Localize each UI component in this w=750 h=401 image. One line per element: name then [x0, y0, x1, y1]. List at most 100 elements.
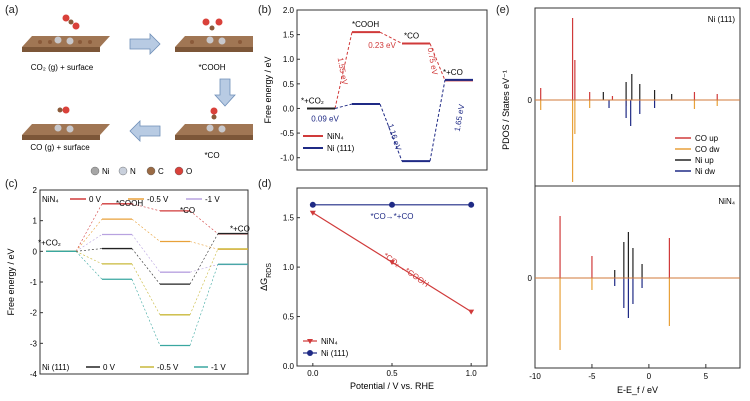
y-tick-label: 1.5: [283, 214, 295, 223]
legend-label: -0.5 V: [157, 363, 179, 372]
y-axis-label: Free energy / eV: [263, 56, 273, 123]
plot-frame: [296, 9, 488, 171]
state-label: *+CO: [443, 68, 463, 77]
state-label: *COOH: [352, 20, 379, 29]
legend-title: NiN₄: [42, 195, 59, 204]
energy-connector: [75, 203, 103, 252]
x-tick-label: 5: [704, 372, 709, 381]
legend-label: Ni (111): [321, 349, 349, 358]
y-tick-label: -1: [30, 278, 38, 287]
y-axis-label: Free energy / eV: [6, 248, 16, 315]
y-tick-label: -1.0: [280, 154, 294, 163]
energy-connector: [131, 234, 161, 273]
energy-annotation: 1.55 eV: [336, 57, 350, 86]
legend-label: CO up: [695, 134, 719, 143]
energy-connector: [189, 264, 219, 273]
panel-label-b: (b): [258, 4, 272, 16]
legend-label: CO dw: [695, 145, 720, 154]
legend-label: 0 V: [89, 195, 102, 204]
legend-label: NiN₄: [327, 132, 344, 141]
caption-initial: CO₂ (g) + surface: [31, 63, 94, 72]
state-label: *+CO₂: [38, 238, 61, 247]
y-tick-label: 2: [33, 186, 38, 195]
panel-c-chart: -4 -3 -2 -1 0 1 2 Free energy / eV *+CO₂ *COOH *CO…: [6, 186, 250, 379]
x-tick-label: 0.0: [307, 369, 319, 378]
arrow-down-icon: [214, 78, 236, 107]
panel-a-schematic: CO₂ (g) + surface *COOH *CO CO (g) + sur…: [22, 14, 253, 176]
state-label: *COOH: [116, 199, 143, 208]
energy-connector: [131, 203, 161, 212]
energy-connector: [334, 32, 353, 109]
y-tick-label: 0.0: [283, 104, 295, 113]
legend-atom-label: O: [186, 167, 192, 176]
legend-title: Ni (111): [42, 363, 70, 372]
energy-connector: [75, 251, 103, 265]
legend-label: -1 V: [205, 195, 220, 204]
slab-initial: [22, 14, 110, 52]
energy-connector: [429, 43, 446, 81]
y-tick-label: 0: [33, 247, 38, 256]
panel-label-c: (c): [5, 178, 18, 190]
energy-connector: [189, 233, 219, 285]
energy-annotation: 0.75 eV: [426, 47, 440, 76]
legend-atom-label: N: [130, 167, 136, 176]
legend-atom-ni-icon: [90, 166, 100, 176]
panel-label-d: (d): [258, 178, 272, 190]
y-tick-label: 1: [33, 217, 38, 226]
panel-b-chart: -1.0 -0.5 0.0 0.5 1.0 1.5 2.0 Free energy / eV *…: [263, 6, 488, 171]
energy-connector: [75, 218, 103, 252]
state-label: *CO: [404, 31, 419, 40]
y-tick-label: -4: [30, 370, 38, 379]
y-axis-label: PDOS / States eV⁻¹: [501, 70, 511, 150]
x-tick-label: -10: [529, 372, 541, 381]
arrow-left-icon: [129, 120, 161, 142]
y-tick-label: 1.0: [283, 263, 295, 272]
state-label: *CO: [180, 206, 195, 215]
energy-connector: [189, 241, 219, 250]
y-tick-label: -2: [30, 309, 38, 318]
state-label: *+CO₂: [301, 96, 324, 105]
atom-legend: Ni N C O: [90, 166, 192, 176]
legend-label: Ni dw: [695, 167, 715, 176]
legend-label: Ni up: [695, 156, 714, 165]
energy-connector: [429, 79, 446, 162]
legend-marker: [307, 350, 313, 356]
y-tick-label: 1.5: [283, 31, 295, 40]
energy-connector: [131, 218, 161, 242]
legend-label: -0.5 V: [147, 195, 169, 204]
energy-connector: [379, 103, 403, 162]
y-tick-label: 0.0: [283, 362, 295, 371]
energy-annotation: 1.65 eV: [453, 103, 467, 132]
legend-atom-n-icon: [118, 166, 128, 176]
data-point: [468, 309, 475, 315]
x-axis-label: Potential / V vs. RHE: [350, 381, 434, 391]
legend-atom-label: Ni: [102, 167, 110, 176]
legend-label: 0 V: [103, 363, 116, 372]
caption-cooh: *COOH: [198, 63, 225, 72]
y-tick-label: 1.0: [283, 55, 295, 64]
energy-connector: [379, 31, 403, 44]
slab-cooh: [175, 18, 253, 52]
energy-connector: [75, 234, 103, 252]
x-tick-label: 0: [647, 372, 652, 381]
energy-connector: [75, 248, 103, 252]
data-point: [389, 201, 395, 208]
data-point: [389, 260, 395, 266]
legend-atom-o-icon: [174, 166, 184, 176]
legend-label: Ni (111): [327, 144, 355, 153]
caption-co: *CO: [204, 151, 219, 160]
data-point: [468, 201, 475, 208]
annotation-co: *CO→*+CO: [371, 212, 414, 221]
plot-frame: [39, 189, 249, 375]
legend-label: NiN₄: [321, 337, 338, 346]
x-tick-label: -5: [588, 372, 596, 381]
y-tick-label: -0.5: [280, 129, 294, 138]
x-axis-label: E-E_f / eV: [617, 385, 658, 395]
energy-annotation: 0.09 eV: [311, 114, 339, 123]
data-point: [309, 210, 316, 216]
y-tick-label: 0.5: [283, 313, 295, 322]
y-tick-label: 0: [528, 96, 533, 105]
energy-connector: [334, 103, 353, 109]
pdos-frame: [534, 185, 741, 369]
data-point: [309, 201, 316, 208]
